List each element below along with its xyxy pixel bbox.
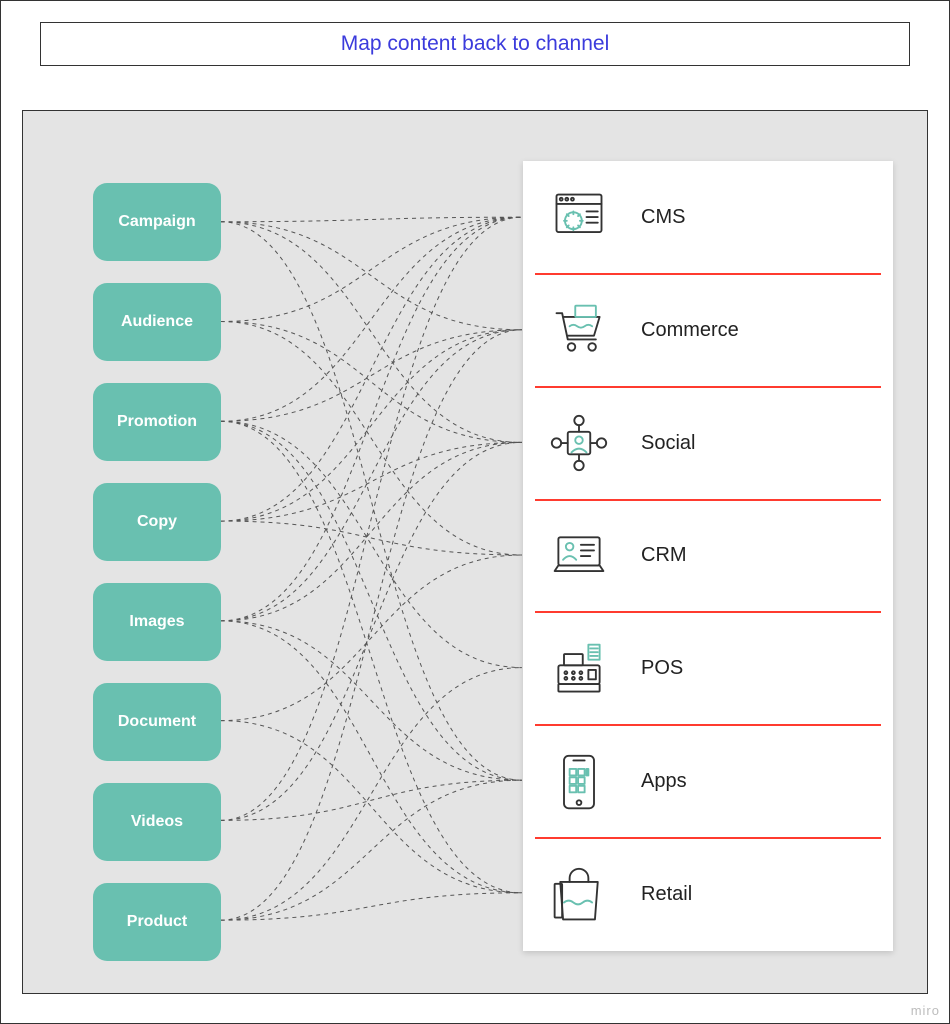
edge-copy-commerce [221,330,522,521]
content-node-campaign: Campaign [93,183,221,261]
content-node-images: Images [93,583,221,661]
edge-document-crm [221,555,522,721]
watermark: miro [911,1003,940,1018]
channel-label: POS [641,657,683,680]
edge-videos-cms [221,217,522,820]
content-node-copy: Copy [93,483,221,561]
content-node-label: Audience [121,313,193,331]
edge-images-commerce [221,330,522,621]
edge-images-social [221,442,522,620]
edge-audience-social [221,322,522,443]
edge-copy-cms [221,217,522,521]
edge-campaign-apps [221,222,522,780]
channel-row-cms: CMS [523,161,893,274]
canvas-frame: CMS Commerce Social CRM [22,110,928,994]
content-node-audience: Audience [93,283,221,361]
edge-images-cms [221,217,522,621]
cart-icon [545,296,613,364]
channel-row-crm: CRM [523,500,893,613]
diagram-canvas: CMS Commerce Social CRM [23,111,927,993]
edge-images-apps [221,621,522,780]
edge-promotion-commerce [221,330,522,422]
content-node-label: Document [118,713,196,731]
page-title: Map content back to channel [341,32,610,56]
edge-product-pos [221,668,522,921]
edge-promotion-retail [221,421,522,893]
edge-document-retail [221,721,522,893]
content-node-label: Product [127,913,187,931]
bag-icon [545,861,613,929]
register-icon [545,635,613,703]
edge-copy-social [221,442,522,521]
edge-campaign-social [221,222,522,443]
edge-images-retail [221,621,522,893]
phone-icon [545,748,613,816]
channel-row-retail: Retail [523,838,893,951]
edge-audience-cms [221,217,522,321]
social-icon [545,409,613,477]
edge-promotion-cms [221,217,522,421]
title-box: Map content back to channel [40,22,910,66]
edge-product-commerce [221,330,522,920]
channel-label: Commerce [641,319,739,342]
channel-label: Social [641,432,695,455]
edge-campaign-commerce [221,222,522,330]
edge-campaign-cms [221,217,522,222]
edge-product-retail [221,893,522,920]
channel-label: CMS [641,206,685,229]
content-node-promotion: Promotion [93,383,221,461]
content-node-label: Videos [131,813,183,831]
edge-audience-crm [221,322,522,555]
content-node-label: Images [129,613,184,631]
content-node-label: Promotion [117,413,197,431]
channel-row-social: Social [523,387,893,500]
channel-row-commerce: Commerce [523,274,893,387]
content-node-label: Copy [137,513,177,531]
cms-icon [545,183,613,251]
edge-promotion-apps [221,421,522,780]
content-node-document: Document [93,683,221,761]
channel-panel: CMS Commerce Social CRM [523,161,893,951]
channel-row-pos: POS [523,612,893,725]
edge-copy-crm [221,521,522,555]
edge-promotion-pos [221,421,522,667]
content-node-product: Product [93,883,221,961]
content-node-videos: Videos [93,783,221,861]
channel-row-apps: Apps [523,725,893,838]
edge-videos-apps [221,780,522,820]
content-node-label: Campaign [118,213,195,231]
channel-label: CRM [641,544,687,567]
channel-label: Apps [641,770,687,793]
laptop-icon [545,522,613,590]
edge-videos-social [221,442,522,820]
edge-product-apps [221,780,522,920]
channel-label: Retail [641,883,692,906]
